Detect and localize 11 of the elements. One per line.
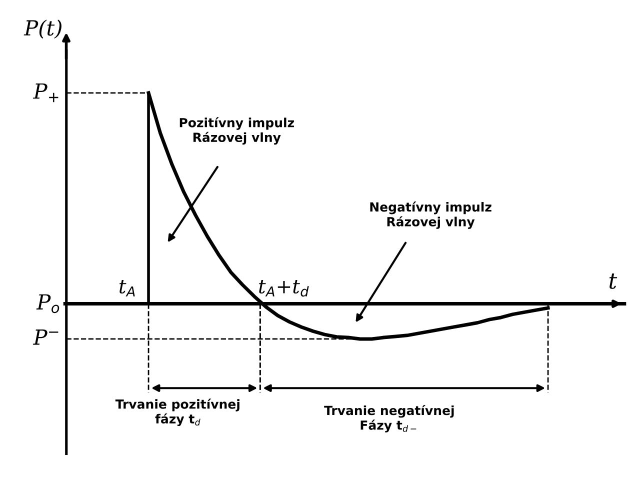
y-axis-title: P(t) bbox=[24, 20, 62, 39]
text: Trvanie negatívnej Fázy t$_{d−}$ bbox=[324, 404, 454, 432]
text: P$_{+}$ bbox=[32, 83, 58, 102]
annotation: Negatívny impulz Rázovej vlny bbox=[370, 202, 492, 229]
text: P$^{−}$ bbox=[32, 330, 58, 345]
annotation: t$_{A}$+t$_{d}$ bbox=[259, 280, 309, 297]
text: Trvanie pozitívnej fázy t$_{d}$ bbox=[115, 398, 240, 426]
x-axis-title: t bbox=[609, 273, 618, 289]
text: t$_{A}$ bbox=[119, 280, 135, 296]
annotation: Pozitívny impulz Rázovej vlny bbox=[180, 117, 294, 145]
text: P$_{o}$ bbox=[36, 294, 60, 314]
